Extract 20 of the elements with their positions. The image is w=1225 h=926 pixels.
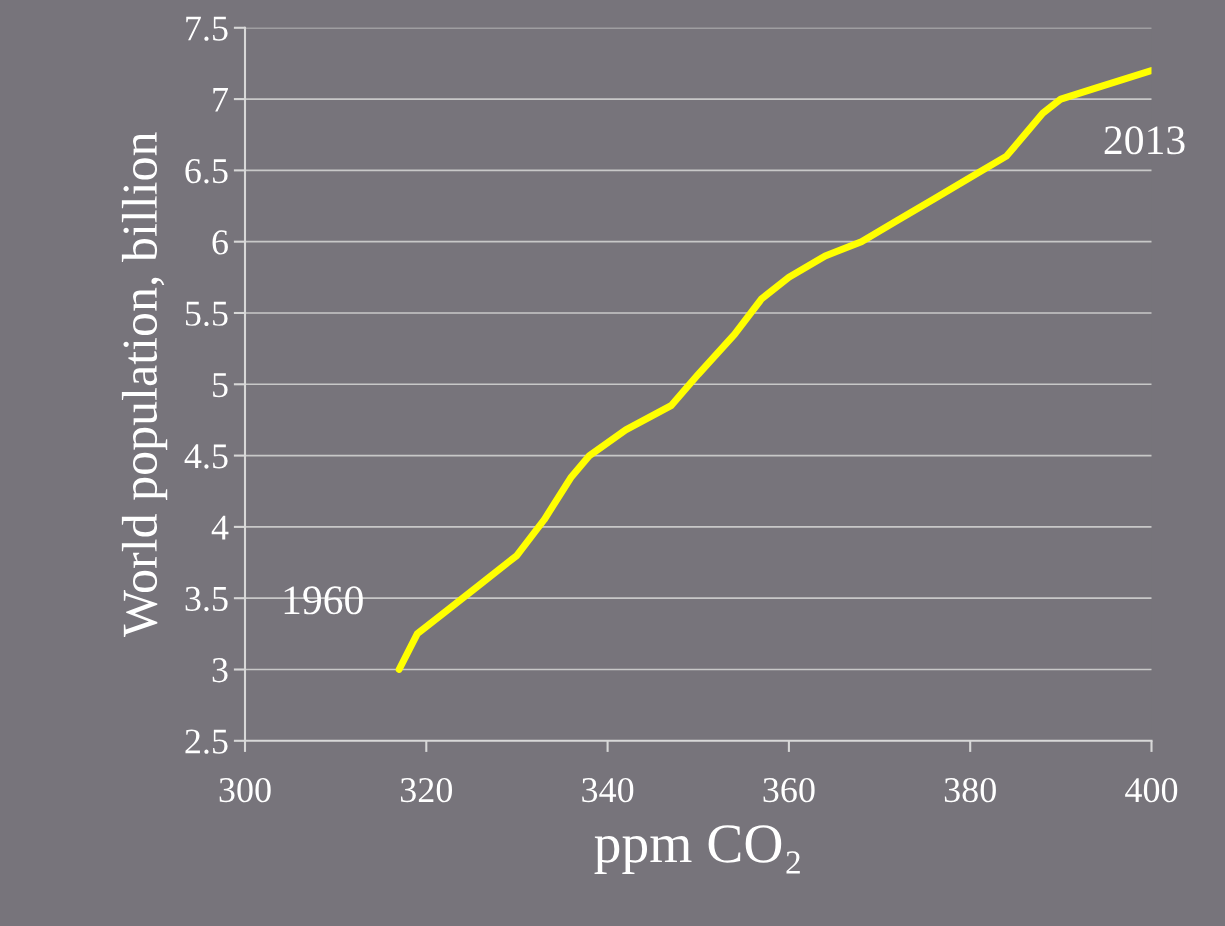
y-tick-label: 7: [213, 87, 228, 112]
x-tick-label: 340: [582, 777, 634, 803]
y-axis-title: World population, billion: [121, 132, 168, 638]
y-tick-label: 3: [212, 658, 228, 683]
x-tick-label: 300: [219, 777, 271, 803]
x-tick-label: 320: [400, 777, 453, 803]
y-tick-label: 6.5: [185, 159, 228, 184]
annotation: 2013: [1104, 126, 1185, 155]
y-tick-label: 2.5: [185, 729, 228, 754]
x-tick-label: 400: [1125, 777, 1178, 803]
y-tick-label: 5.5: [185, 301, 228, 327]
x-tick-label: 360: [763, 777, 815, 803]
y-tick-label: 6: [212, 230, 228, 255]
y-tick-label: 7.5: [186, 16, 228, 41]
y-tick-label: 4.5: [184, 444, 228, 469]
y-tick-label: 4: [211, 515, 229, 540]
x-tick-label: 380: [944, 777, 996, 803]
y-tick-label: 5: [213, 373, 228, 398]
y-tick-label: 3.5: [185, 586, 228, 612]
x-axis-title: ppm CO₂: [594, 825, 800, 874]
